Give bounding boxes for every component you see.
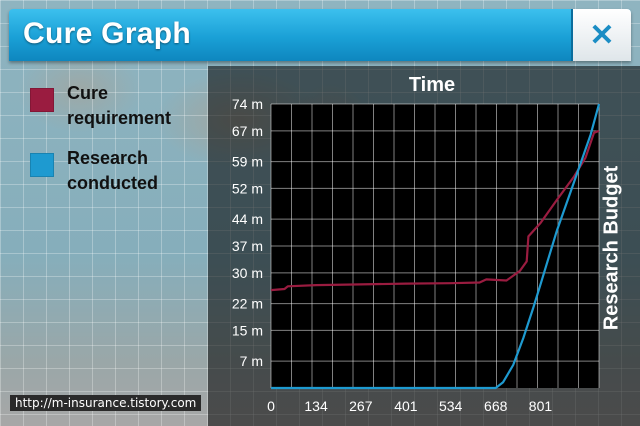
y-tick-label: 52 m	[232, 180, 263, 196]
y-tick-label: 74 m	[232, 96, 263, 112]
x-tick-label: 668	[484, 398, 508, 414]
legend-label-research-conducted: Research conducted	[67, 148, 159, 193]
close-icon[interactable]: ✕	[589, 18, 615, 52]
x-tick-label: 801	[529, 398, 553, 414]
window-title: Cure Graph	[23, 17, 192, 50]
y-tick-label: 44 m	[232, 211, 263, 227]
x-tick-label: 401	[394, 398, 418, 414]
y-tick-label: 7 m	[240, 353, 263, 369]
series-line-research-conducted	[271, 103, 601, 390]
y-tick-label: 30 m	[232, 265, 263, 281]
legend-swatch-research-conducted	[30, 153, 54, 177]
x-tick-label: 534	[439, 398, 463, 414]
close-button[interactable]: ✕	[571, 9, 631, 61]
legend-swatch-cure-requirement	[30, 88, 54, 112]
x-tick-label: 0	[267, 398, 275, 414]
y-tick-label: 22 m	[232, 296, 263, 312]
y-tick-label: 37 m	[232, 238, 263, 254]
watermark-url: http://m-insurance.tistory.com	[10, 395, 202, 411]
title-bar: Cure Graph ✕	[9, 9, 631, 61]
legend-label-cure-requirement: Cure requirement	[67, 83, 172, 128]
y-tick-label: 59 m	[232, 154, 263, 170]
y-tick-label: 15 m	[232, 322, 263, 338]
x-tick-label: 267	[349, 398, 373, 414]
series-line-cure-requirement	[270, 129, 600, 292]
x-tick-label: 134	[304, 398, 328, 414]
chart-title: Time	[408, 74, 456, 96]
y-tick-label: 67 m	[232, 123, 263, 139]
